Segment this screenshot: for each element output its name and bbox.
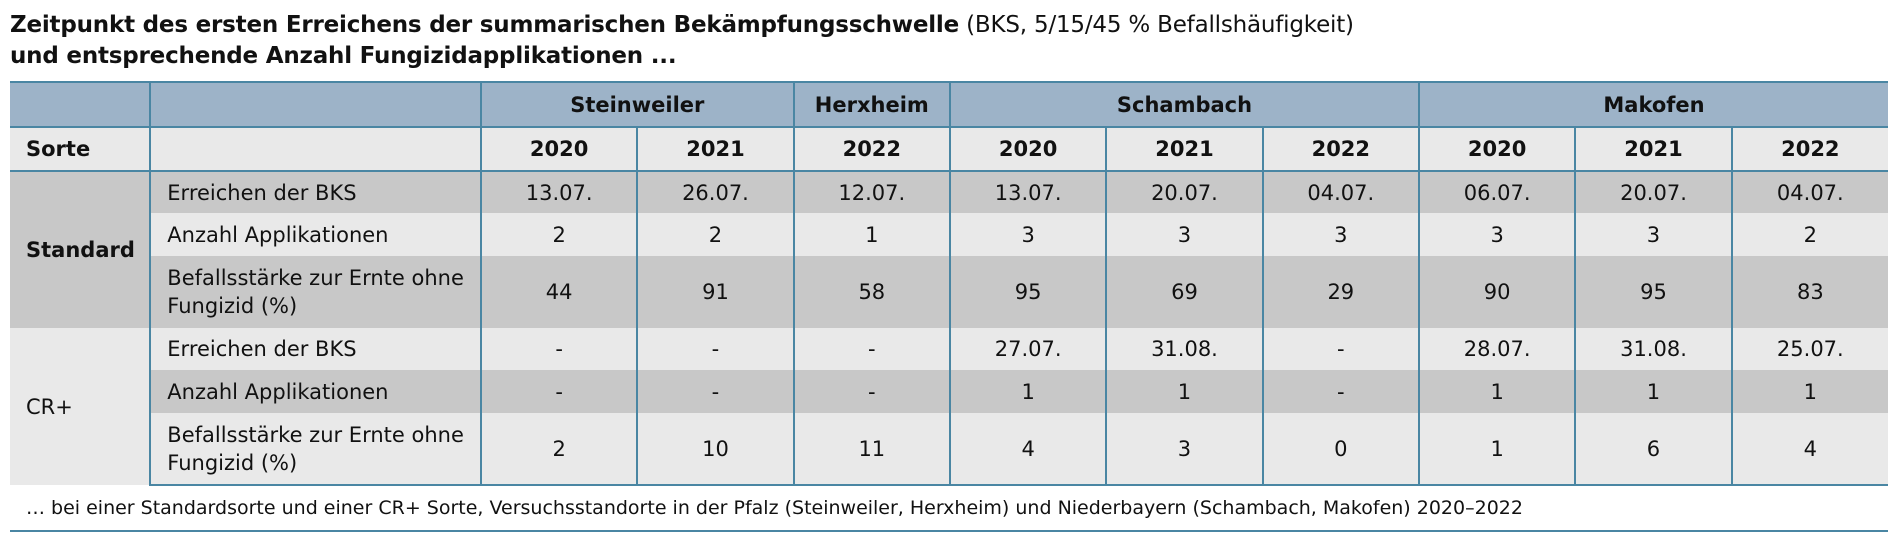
title-line2: und entsprechende Anzahl Fungizidapplika… xyxy=(10,43,677,69)
table-cell: 2 xyxy=(479,213,638,256)
table-cell: 95 xyxy=(948,256,1107,328)
table-cell: 4 xyxy=(948,413,1107,486)
table-row: CR+ Erreichen der BKS - - - 27.07. 31.08… xyxy=(10,328,1888,485)
group-label-standard: Standard xyxy=(10,171,151,328)
table-cell: 3 xyxy=(1417,213,1576,256)
table-cell: 3 xyxy=(1261,213,1419,256)
table-cell: 31.08. xyxy=(1574,328,1732,370)
table-cell: 1 xyxy=(1574,370,1732,413)
table-cell: 1 xyxy=(1105,370,1263,413)
table-cell: - xyxy=(792,370,950,413)
table-cell: 12.07. xyxy=(792,171,950,213)
row-label: Anzahl Applikationen xyxy=(149,370,481,413)
table-row: Befallsstärke zur Ernte ohne Fungizid (%… xyxy=(10,413,1888,486)
table-cell: 13.07. xyxy=(479,171,638,213)
table-cell: 04.07. xyxy=(1261,171,1419,213)
footnote: … bei einer Standardsorte und einer CR+ … xyxy=(10,486,1888,532)
table-cell: 91 xyxy=(636,256,794,328)
table-cell: 3 xyxy=(1574,213,1732,256)
table-cell: 20.07. xyxy=(1574,171,1732,213)
table-cell: 20.07. xyxy=(1105,171,1263,213)
table-cell: 69 xyxy=(1105,256,1263,328)
table-cell: 3 xyxy=(1105,213,1263,256)
table-cell: 06.07. xyxy=(1417,171,1576,213)
table-cell: 2 xyxy=(636,213,794,256)
year-header: 2022 xyxy=(1730,127,1888,172)
title-normal: (BKS, 5/15/45 % Befallshäufigkeit) xyxy=(966,12,1354,38)
location-schambach: Schambach xyxy=(948,81,1419,128)
figure-title: Zeitpunkt des ersten Erreichens der summ… xyxy=(10,0,1888,72)
table-cell: 2 xyxy=(479,413,638,486)
table-row: Anzahl Applikationen 2 2 1 3 3 3 3 3 2 xyxy=(10,213,1888,256)
location-makofen: Makofen xyxy=(1417,81,1888,128)
table-cell: 83 xyxy=(1730,256,1888,328)
location-header-row: Steinweiler Herxheim Schambach Makofen xyxy=(10,81,1888,128)
row-label: Erreichen der BKS xyxy=(149,171,481,213)
year-header-row: Sorte 2020 2021 2022 2020 2021 2022 2020… xyxy=(10,127,1888,172)
table-cell: - xyxy=(1261,370,1419,413)
table-cell: 4 xyxy=(1730,413,1888,486)
table-cell: 2 xyxy=(1730,213,1888,256)
year-header: 2021 xyxy=(1574,127,1732,172)
row-label: Befallsstärke zur Ernte ohne Fungizid (%… xyxy=(149,413,481,486)
table-cell: 1 xyxy=(1730,370,1888,413)
table-cell: 1 xyxy=(1417,413,1576,486)
table-cell: - xyxy=(1261,328,1419,370)
table-cell: 58 xyxy=(792,256,950,328)
table-cell: 1 xyxy=(948,370,1107,413)
table-cell: - xyxy=(479,328,638,370)
label-header-blank xyxy=(149,127,481,172)
sorte-header: Sorte xyxy=(10,127,151,172)
year-header: 2022 xyxy=(1261,127,1419,172)
year-header: 2020 xyxy=(1417,127,1576,172)
table-cell: 1 xyxy=(792,213,950,256)
table-row: Standard Erreichen der BKS 13.07. 26.07.… xyxy=(10,171,1888,328)
row-label: Befallsstärke zur Ernte ohne Fungizid (%… xyxy=(149,256,481,328)
table-cell: - xyxy=(636,370,794,413)
table-row: Anzahl Applikationen - - - 1 1 - 1 1 1 xyxy=(10,370,1888,413)
table-cell: 04.07. xyxy=(1730,171,1888,213)
year-header: 2020 xyxy=(479,127,638,172)
table-cell: 0 xyxy=(1261,413,1419,486)
data-table: Steinweiler Herxheim Schambach Makofen S… xyxy=(10,81,1888,486)
header-blank-2 xyxy=(149,81,481,128)
table-cell: 44 xyxy=(479,256,638,328)
table-cell: 26.07. xyxy=(636,171,794,213)
year-header: 2020 xyxy=(948,127,1107,172)
table-cell: 95 xyxy=(1574,256,1732,328)
table-cell: 90 xyxy=(1417,256,1576,328)
year-header: 2022 xyxy=(792,127,950,172)
table-cell: 1 xyxy=(1417,370,1576,413)
table-cell: 10 xyxy=(636,413,794,486)
location-steinweiler: Steinweiler xyxy=(479,81,794,128)
row-label: Anzahl Applikationen xyxy=(149,213,481,256)
table-cell: - xyxy=(479,370,638,413)
table-cell: 27.07. xyxy=(948,328,1107,370)
table-cell: 31.08. xyxy=(1105,328,1263,370)
table-cell: 28.07. xyxy=(1417,328,1576,370)
table-row: Befallsstärke zur Ernte ohne Fungizid (%… xyxy=(10,256,1888,328)
group-label-crplus: CR+ xyxy=(10,328,151,485)
table-cell: - xyxy=(792,328,950,370)
table-cell: 3 xyxy=(1105,413,1263,486)
year-header: 2021 xyxy=(1105,127,1263,172)
table-cell: - xyxy=(636,328,794,370)
table-cell: 29 xyxy=(1261,256,1419,328)
year-header: 2021 xyxy=(636,127,794,172)
header-blank xyxy=(10,81,151,128)
table-cell: 3 xyxy=(948,213,1107,256)
row-label: Erreichen der BKS xyxy=(149,328,481,370)
table-cell: 11 xyxy=(792,413,950,486)
table-cell: 25.07. xyxy=(1730,328,1888,370)
table-cell: 13.07. xyxy=(948,171,1107,213)
table-cell: 6 xyxy=(1574,413,1732,486)
title-bold: Zeitpunkt des ersten Erreichens der summ… xyxy=(10,12,960,38)
location-herxheim: Herxheim xyxy=(792,81,950,128)
